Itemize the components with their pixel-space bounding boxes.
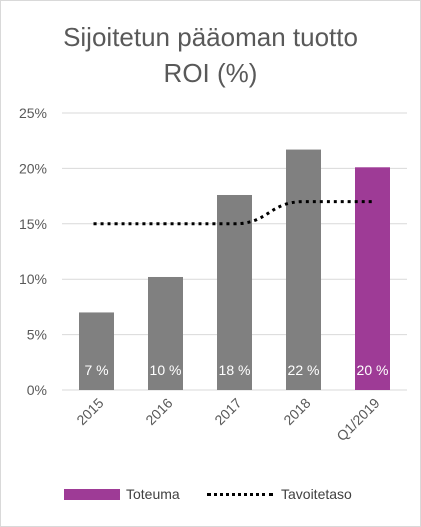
y-tick-label: 5% bbox=[27, 327, 47, 343]
data-label: 18 % bbox=[219, 362, 251, 378]
data-label: 22 % bbox=[288, 362, 320, 378]
data-label: 7 % bbox=[84, 362, 108, 378]
y-tick-label: 15% bbox=[19, 216, 47, 232]
y-tick-label: 10% bbox=[19, 271, 47, 287]
legend-line-tavoitetaso bbox=[207, 492, 273, 496]
y-tick-label: 20% bbox=[19, 160, 47, 176]
x-tick-label: 2018 bbox=[280, 395, 313, 428]
chart-title-line-1: Sijoitetun pääoman tuotto bbox=[63, 22, 358, 52]
bar bbox=[217, 194, 252, 390]
bar bbox=[148, 276, 183, 390]
y-tick-label: 0% bbox=[27, 382, 47, 398]
bar bbox=[286, 149, 321, 390]
bar bbox=[79, 312, 114, 390]
legend-label-toteuma: Toteuma bbox=[126, 486, 180, 502]
x-tick-label: 2015 bbox=[73, 395, 106, 428]
y-tick-label: 25% bbox=[19, 105, 47, 121]
x-tick-label: 2016 bbox=[142, 395, 175, 428]
legend-item-tavoitetaso: Tavoitetaso bbox=[207, 486, 352, 502]
x-tick-label: 2017 bbox=[211, 395, 244, 428]
legend-item-toteuma: Toteuma bbox=[64, 486, 180, 502]
chart-title-line-2: ROI (%) bbox=[163, 58, 258, 88]
data-label: 20 % bbox=[357, 362, 389, 378]
chart-legend: Toteuma Tavoitetaso bbox=[0, 486, 421, 506]
legend-swatch-toteuma bbox=[64, 488, 120, 500]
target-line bbox=[93, 200, 373, 226]
legend-label-tavoitetaso: Tavoitetaso bbox=[281, 486, 352, 502]
x-tick-label: Q1/2019 bbox=[333, 395, 382, 444]
bar bbox=[355, 167, 390, 390]
data-label: 10 % bbox=[150, 362, 182, 378]
